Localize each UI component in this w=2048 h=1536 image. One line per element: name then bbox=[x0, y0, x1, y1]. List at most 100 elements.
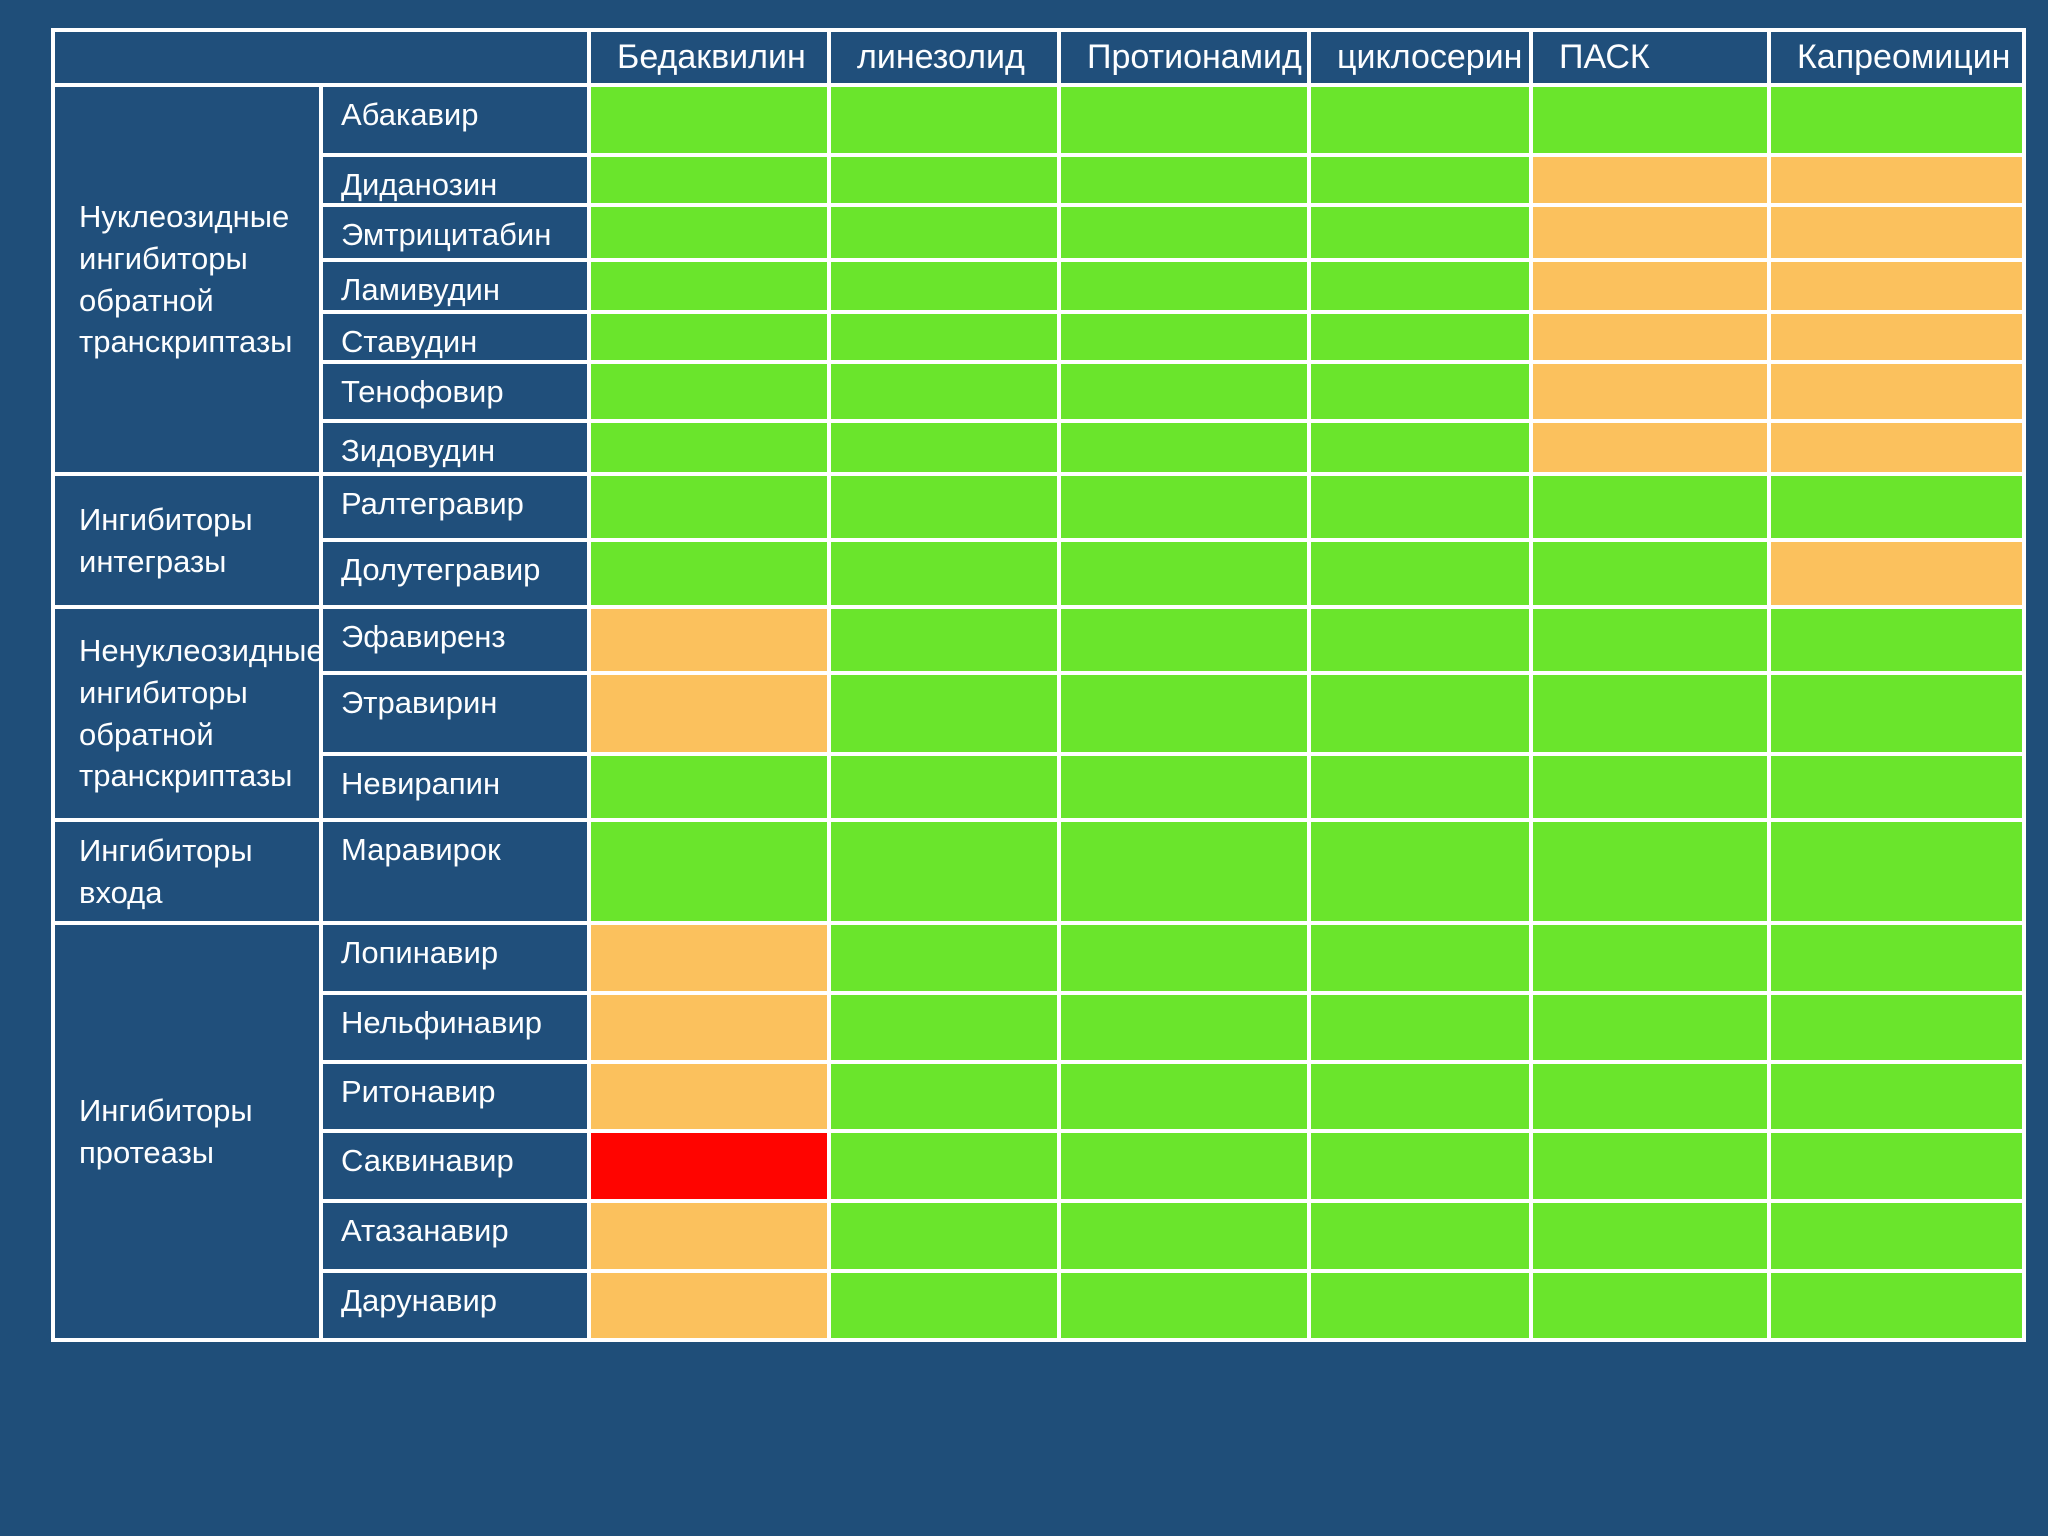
drug-compatibility-table: Бедаквилин линезолид Протионамид циклосерин… bbox=[51, 28, 2026, 1343]
status-cell bbox=[827, 310, 1061, 364]
status-cell bbox=[1767, 538, 2026, 609]
status-cell bbox=[587, 1269, 831, 1343]
status-cell bbox=[1529, 538, 1771, 609]
status-cell bbox=[587, 258, 831, 314]
status-cell bbox=[1057, 1129, 1311, 1204]
status-cell bbox=[587, 921, 831, 996]
status-cell bbox=[1057, 360, 1311, 423]
status-cell bbox=[1307, 1269, 1533, 1343]
status-cell bbox=[1307, 1129, 1533, 1204]
status-cell bbox=[1307, 419, 1533, 476]
column-header: Капреомицин bbox=[1767, 28, 2026, 87]
status-cell bbox=[1057, 1199, 1311, 1274]
status-cell bbox=[1529, 1060, 1771, 1134]
status-cell bbox=[827, 605, 1061, 675]
drug-name-cell: Эфавиренз bbox=[319, 605, 591, 675]
drug-name-cell: Маравирок bbox=[319, 817, 591, 926]
status-cell bbox=[1307, 153, 1533, 207]
drug-name-cell: Саквинавир bbox=[319, 1129, 591, 1204]
status-cell bbox=[1529, 671, 1771, 756]
status-cell bbox=[1529, 419, 1771, 476]
group-label-cell: Ненуклеозидные ингибиторы обратной транс… bbox=[51, 605, 323, 822]
status-cell bbox=[587, 203, 831, 262]
status-cell bbox=[827, 1269, 1061, 1343]
status-cell bbox=[827, 921, 1061, 996]
status-cell bbox=[587, 472, 831, 542]
status-cell bbox=[1529, 360, 1771, 423]
status-cell bbox=[1767, 258, 2026, 314]
status-cell bbox=[827, 991, 1061, 1065]
table-row: Эмтрицитабин bbox=[53, 203, 2026, 262]
status-cell bbox=[1057, 752, 1311, 822]
status-cell bbox=[1529, 472, 1771, 542]
status-cell bbox=[827, 1199, 1061, 1274]
drug-name-cell: Зидовудин bbox=[319, 419, 591, 476]
status-cell bbox=[1057, 538, 1311, 609]
column-header: циклосерин bbox=[1307, 28, 1533, 87]
drug-name-cell: Тенофовир bbox=[319, 360, 591, 423]
status-cell bbox=[1307, 1199, 1533, 1274]
status-cell bbox=[587, 817, 831, 926]
drug-name-cell: Нельфинавир bbox=[319, 991, 591, 1065]
status-cell bbox=[1057, 1060, 1311, 1134]
table-row: Дарунавир bbox=[53, 1269, 2026, 1343]
status-cell bbox=[1767, 605, 2026, 675]
status-cell bbox=[587, 310, 831, 364]
status-cell bbox=[1767, 1269, 2026, 1343]
drug-name-cell: Эмтрицитабин bbox=[319, 203, 591, 262]
status-cell bbox=[1529, 153, 1771, 207]
status-cell bbox=[1057, 817, 1311, 926]
table-row: Ненуклеозидные ингибиторы обратной транс… bbox=[51, 605, 2026, 822]
status-cell bbox=[1307, 752, 1533, 822]
table-row: Ламивудин bbox=[53, 258, 2026, 314]
drug-name-cell: Ставудин bbox=[319, 310, 591, 364]
status-cell bbox=[1529, 1199, 1771, 1274]
table-row: Нельфинавир bbox=[53, 991, 2026, 1065]
status-cell bbox=[827, 538, 1061, 609]
drug-name-cell: Долутегравир bbox=[319, 538, 591, 609]
column-header: ПАСК bbox=[1529, 28, 1771, 87]
drug-name-cell: Лопинавир bbox=[319, 921, 591, 996]
status-cell bbox=[1767, 991, 2026, 1065]
status-cell bbox=[1307, 258, 1533, 314]
status-cell bbox=[1767, 671, 2026, 756]
status-cell bbox=[1767, 752, 2026, 822]
drug-name-cell: Этравирин bbox=[319, 671, 591, 756]
status-cell bbox=[1307, 538, 1533, 609]
status-cell bbox=[1767, 1129, 2026, 1204]
status-cell bbox=[587, 538, 831, 609]
drug-name-cell: Ритонавир bbox=[319, 1060, 591, 1134]
status-cell bbox=[1057, 1269, 1311, 1343]
status-cell bbox=[1529, 310, 1771, 364]
status-cell bbox=[1057, 203, 1311, 262]
status-cell bbox=[1307, 817, 1533, 926]
status-cell bbox=[827, 83, 1061, 157]
table-row: Саквинавир bbox=[53, 1129, 2026, 1204]
column-header: линезолид bbox=[827, 28, 1061, 87]
status-cell bbox=[587, 419, 831, 476]
status-cell bbox=[587, 752, 831, 822]
group-label-cell: Ингибиторы входа bbox=[51, 817, 323, 926]
status-cell bbox=[1767, 360, 2026, 423]
column-header: Бедаквилин bbox=[587, 28, 831, 87]
status-cell bbox=[587, 1060, 831, 1134]
status-cell bbox=[1057, 991, 1311, 1065]
status-cell bbox=[587, 360, 831, 423]
status-cell bbox=[827, 258, 1061, 314]
status-cell bbox=[827, 671, 1061, 756]
status-cell bbox=[827, 752, 1061, 822]
status-cell bbox=[1529, 921, 1771, 996]
status-cell bbox=[1057, 605, 1311, 675]
status-cell bbox=[1767, 419, 2026, 476]
status-cell bbox=[587, 671, 831, 756]
drug-name-cell: Диданозин bbox=[319, 153, 591, 207]
table-row: Диданозин bbox=[53, 153, 2026, 207]
table-row: Нуклеозидные ингибиторы обратной транскр… bbox=[51, 83, 2026, 476]
status-cell bbox=[1767, 203, 2026, 262]
status-cell bbox=[587, 1199, 831, 1274]
status-cell bbox=[827, 817, 1061, 926]
table-row: Тенофовир bbox=[53, 360, 2026, 423]
status-cell bbox=[827, 472, 1061, 542]
status-cell bbox=[827, 153, 1061, 207]
drug-name-cell: Дарунавир bbox=[319, 1269, 591, 1343]
